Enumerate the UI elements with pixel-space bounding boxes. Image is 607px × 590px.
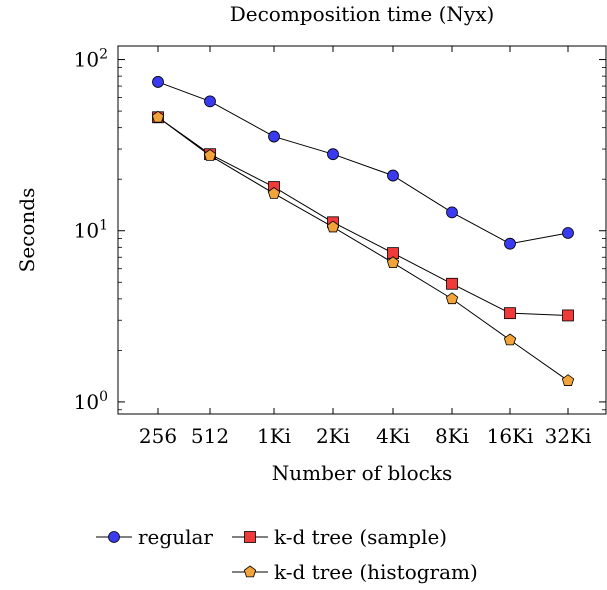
x-tick-label: 256 <box>139 424 177 448</box>
data-point <box>267 187 281 199</box>
x-tick-label: 32Ki <box>545 424 592 448</box>
plot-frame <box>117 45 607 415</box>
data-point <box>562 309 574 322</box>
data-point <box>204 95 216 108</box>
x-tick-label: 8Ki <box>435 424 469 448</box>
x-tick-label: 512 <box>191 424 229 448</box>
data-point <box>503 333 517 346</box>
series-line <box>157 116 569 316</box>
data-point <box>504 237 516 250</box>
data-point <box>152 76 164 88</box>
x-tick-label: 16Ki <box>487 424 534 448</box>
data-point <box>268 130 280 143</box>
data-point <box>151 110 165 123</box>
data-point <box>504 307 516 320</box>
legend-label: k-d tree (histogram) <box>274 560 478 584</box>
series-line <box>157 81 569 245</box>
x-axis-label: Number of blocks <box>272 461 453 485</box>
legend-item-1: k-d tree (sample) <box>232 525 447 549</box>
legend-item-0: regular <box>96 525 213 549</box>
x-tick-label: 4Ki <box>376 424 410 448</box>
y-tick-label: 100 <box>74 389 108 414</box>
legend-marker <box>244 531 256 543</box>
x-tick-label: 1Ki <box>257 424 291 448</box>
series-2 <box>151 110 575 386</box>
chart-title: Decomposition time (Nyx) <box>230 2 495 26</box>
y-tick-label: 101 <box>74 218 108 243</box>
data-point <box>387 169 399 182</box>
data-point <box>326 220 340 233</box>
y-tick-label: 102 <box>74 47 108 72</box>
data-point <box>561 374 575 386</box>
legend-marker <box>108 531 120 543</box>
data-point <box>327 148 339 161</box>
series-1 <box>152 111 574 322</box>
data-point <box>446 277 458 290</box>
data-point <box>203 149 217 161</box>
legend-item-2: k-d tree (histogram) <box>232 560 478 584</box>
y-axis-label: Seconds <box>15 188 39 273</box>
data-point <box>386 256 400 269</box>
series-line <box>157 116 569 382</box>
data-point <box>446 206 458 219</box>
legend-label: k-d tree (sample) <box>274 525 447 549</box>
data-point <box>445 292 459 305</box>
series-0 <box>152 76 574 250</box>
legend-label: regular <box>138 525 213 549</box>
legend-marker <box>243 565 257 578</box>
data-point <box>562 227 574 239</box>
x-tick-label: 2Ki <box>316 424 350 448</box>
